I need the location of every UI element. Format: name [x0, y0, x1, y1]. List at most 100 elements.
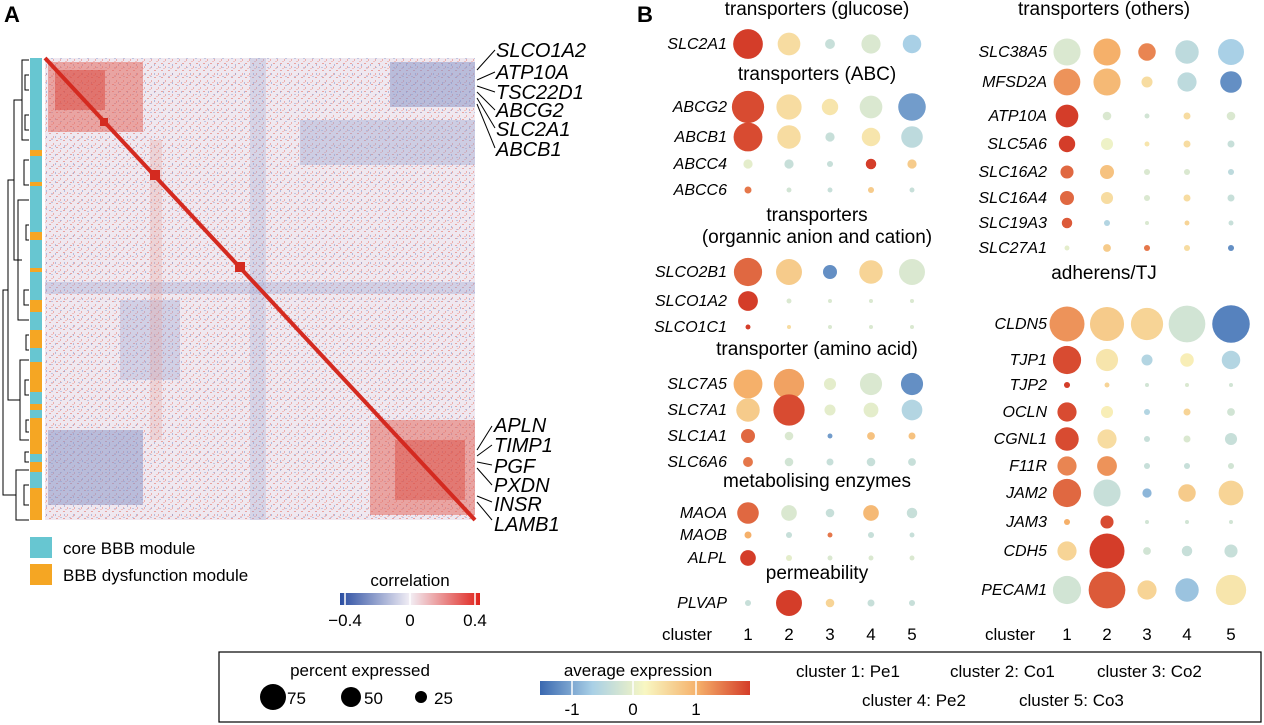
gene-label-slc7a1: SLC7A1: [667, 402, 727, 419]
dot-slc6a6-cluster-3: [826, 458, 834, 466]
dot-abcg2-cluster-4: [859, 95, 883, 119]
dot-slc16a4-cluster-3: [1143, 194, 1151, 202]
dot-slco1c1-cluster-2: [787, 325, 791, 329]
dot-abcc4-cluster-4: [865, 158, 877, 170]
dot-pecam1-cluster-4: [1175, 578, 1199, 602]
dot-slc7a5-cluster-2: [773, 368, 805, 400]
dot-abcc6-cluster-1: [744, 186, 752, 194]
bottom-gene-labels: APLN TIMP1 PGF PXDN INSR LAMB1: [493, 415, 560, 536]
gene-label-cldn5: CLDN5: [995, 316, 1048, 333]
dot-slc16a4-cluster-4: [1183, 194, 1191, 202]
dotplot: transporters (glucose) SLC2A1 transporters…: [654, 0, 1250, 616]
dot-abcg2-cluster-3: [821, 98, 839, 116]
dot-slc27a1-cluster-5: [1227, 244, 1235, 252]
correlation-heatmap: [43, 56, 477, 522]
cluster-axis-label-left: cluster: [662, 625, 712, 644]
cluster-tick-left-2: 2: [784, 625, 793, 644]
dot-slc1a1-cluster-1: [741, 429, 755, 443]
dot-ocln-cluster-4: [1183, 408, 1191, 416]
dot-pecam1-cluster-3: [1137, 580, 1157, 600]
gene-label-slc2a1: SLC2A1: [496, 119, 571, 141]
gene-label-abcc4: ABCC4: [673, 156, 727, 173]
dot-slco1a2-cluster-3: [828, 299, 832, 303]
gene-label-atp10a: ATP10A: [495, 62, 569, 84]
dot-maob-cluster-2: [785, 531, 793, 539]
dot-slc7a1-cluster-1: [736, 398, 760, 422]
dot-slc7a5-cluster-3: [823, 377, 837, 391]
dot-slc16a4-cluster-1: [1060, 191, 1074, 205]
gene-label-maoa: MAOA: [680, 505, 727, 522]
gene-label-abcc6: ABCC6: [673, 182, 727, 199]
dot-slc2a1-cluster-1: [733, 29, 763, 59]
dot-abcc4-cluster-2: [784, 159, 794, 169]
legend-label-core: core BBB module: [63, 539, 195, 558]
dot-slc6a6-cluster-2: [784, 457, 794, 467]
group-title-5: permeability: [766, 563, 869, 584]
gene-label-slc1a1: SLC1A1: [667, 428, 727, 445]
top-gene-leaders: [476, 49, 496, 149]
dot-cgnl1-cluster-1: [1055, 427, 1079, 451]
dot-tjp2-cluster-4: [1185, 383, 1189, 387]
dot-jam2-cluster-5: [1218, 480, 1244, 506]
dot-f11r-cluster-4: [1183, 462, 1191, 470]
group-title-6: transporters (others): [1018, 0, 1190, 20]
gene-label-jam3: JAM3: [1005, 514, 1047, 531]
dot-f11r-cluster-1: [1057, 456, 1077, 476]
gene-label-slc5a6: SLC5A6: [987, 136, 1047, 153]
colorbar-tick-mid: 0: [405, 611, 414, 630]
dot-mfsd2a-cluster-1: [1053, 68, 1081, 96]
cluster-key-1: cluster 1: Pe1: [796, 662, 900, 681]
dot-slc5a6-cluster-3: [1144, 141, 1150, 147]
cluster-key-5: cluster 5: Co3: [1019, 691, 1124, 710]
dot-tjp2-cluster-2: [1104, 382, 1110, 388]
dot-maob-cluster-5: [909, 532, 915, 538]
dot-tjp1-cluster-2: [1095, 348, 1119, 372]
size-legend-dot-25: [415, 691, 427, 703]
dot-jam3-cluster-1: [1063, 518, 1071, 526]
group-title-0: transporters (glucose): [725, 0, 910, 20]
dot-ocln-cluster-3: [1143, 408, 1151, 416]
dot-slc16a4-cluster-2: [1100, 191, 1114, 205]
dot-mfsd2a-cluster-5: [1220, 71, 1242, 93]
dot-slc1a1-cluster-3: [827, 433, 833, 439]
cluster-tick-right-2: 2: [1102, 625, 1111, 644]
dot-cgnl1-cluster-5: [1224, 432, 1238, 446]
dot-plvap-cluster-3: [825, 598, 835, 608]
dot-slc16a2-cluster-5: [1227, 168, 1235, 176]
dot-abcb1-cluster-2: [777, 125, 801, 149]
dot-slco1a2-cluster-1: [738, 291, 758, 311]
legend-swatch-dysfunction: [30, 564, 52, 585]
dot-jam3-cluster-5: [1229, 520, 1233, 524]
gene-label-slc38a5: SLC38A5: [979, 44, 1048, 61]
cluster-tick-right-3: 3: [1142, 625, 1151, 644]
dot-abcg2-cluster-5: [898, 93, 926, 121]
dot-slc7a5-cluster-1: [733, 369, 763, 399]
gene-label-pxdn: PXDN: [494, 475, 550, 497]
dot-slc27a1-cluster-1: [1064, 245, 1070, 251]
dot-mfsd2a-cluster-4: [1177, 72, 1197, 92]
dot-slco1a2-cluster-2: [786, 298, 792, 304]
dot-abcb1-cluster-4: [861, 127, 881, 147]
dot-alpl-cluster-4: [868, 555, 874, 561]
bottom-gene-leaders: [476, 425, 493, 521]
dot-abcb1-cluster-1: [733, 122, 763, 152]
dot-slco2b1-cluster-2: [776, 259, 802, 285]
dot-cldn5-cluster-1: [1049, 306, 1085, 342]
cluster-key-4: cluster 4: Pe2: [862, 691, 966, 710]
dot-tjp2-cluster-5: [1229, 383, 1233, 387]
gene-label-slc2a1: SLC2A1: [667, 36, 727, 53]
dot-tjp1-cluster-3: [1141, 354, 1153, 366]
dot-slc16a2-cluster-3: [1143, 168, 1151, 176]
size-legend-label-75: 75: [287, 689, 306, 708]
dot-slc19a3-cluster-5: [1228, 220, 1234, 226]
gene-label-maob: MAOB: [680, 527, 727, 544]
dot-slco2b1-cluster-4: [859, 260, 883, 284]
gene-label-slco2b1: SLCO2B1: [655, 264, 727, 281]
gene-label-abcg2: ABCG2: [672, 99, 727, 116]
size-legend-title: percent expressed: [290, 661, 430, 680]
colorbar-tick-high: 0.4: [463, 611, 487, 630]
dot-ocln-cluster-1: [1057, 402, 1077, 422]
gene-label-slc6a6: SLC6A6: [667, 454, 727, 471]
dot-slc16a2-cluster-2: [1100, 165, 1114, 179]
gene-label-lamb1: LAMB1: [494, 514, 560, 536]
